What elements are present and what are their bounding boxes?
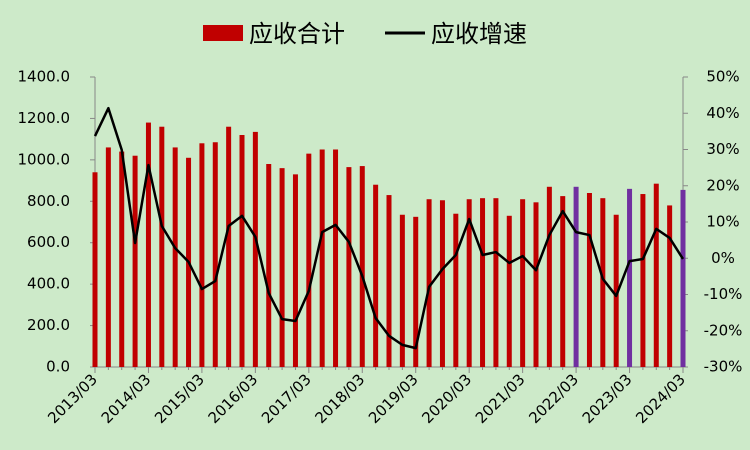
bar xyxy=(373,184,379,367)
bar xyxy=(413,216,419,367)
x-tick-label: 2017/03 xyxy=(258,370,315,427)
y-tick-label: 600.0 xyxy=(27,233,70,251)
bar xyxy=(480,198,486,367)
bar xyxy=(386,195,392,367)
x-tick-label: 2014/03 xyxy=(98,370,155,427)
y-tick-label: 0.0 xyxy=(46,358,70,376)
bar xyxy=(105,147,111,367)
bar xyxy=(172,147,178,367)
bar xyxy=(533,202,539,367)
y-tick-label: 800.0 xyxy=(27,192,70,210)
x-tick-label: 2024/03 xyxy=(632,370,689,427)
y-tick-label: 1200.0 xyxy=(18,109,71,127)
bar xyxy=(680,189,686,367)
bar xyxy=(640,194,646,367)
y2-tick-label: 0% xyxy=(711,249,735,267)
line xyxy=(93,106,685,350)
bar xyxy=(586,193,592,367)
y-tick-label: 1400.0 xyxy=(18,68,71,86)
bar xyxy=(159,126,165,367)
bar xyxy=(279,168,285,367)
y2-tick-label: -30% xyxy=(704,358,743,376)
bar xyxy=(92,172,98,367)
y2-tick-label: 20% xyxy=(706,176,739,194)
x-tick-label: 2013/03 xyxy=(44,370,101,427)
x-tick-label: 2022/03 xyxy=(525,370,582,427)
x-tick-label: 2023/03 xyxy=(579,370,636,427)
bar xyxy=(453,213,459,367)
bar xyxy=(319,149,325,367)
bar xyxy=(252,131,258,367)
y2-tick-label: -20% xyxy=(704,321,743,339)
y2-tick-label: 50% xyxy=(706,68,739,86)
x-tick-label: 2018/03 xyxy=(311,370,368,427)
bar xyxy=(613,214,619,367)
bar xyxy=(306,153,312,367)
legend-label: 应收增速 xyxy=(431,20,527,48)
bar xyxy=(266,164,272,367)
bar xyxy=(426,199,432,367)
y-tick-label: 400.0 xyxy=(27,275,70,293)
y-tick-label: 1000.0 xyxy=(18,150,71,168)
bar xyxy=(199,143,205,367)
bar xyxy=(145,122,151,367)
bar xyxy=(573,186,579,367)
x-tick-label: 2016/03 xyxy=(205,370,262,427)
bar xyxy=(346,167,352,367)
y-tick-label: 200.0 xyxy=(27,316,70,334)
bar xyxy=(333,149,339,367)
y2-tick-label: 40% xyxy=(706,104,739,122)
bar xyxy=(667,205,673,367)
bar xyxy=(439,200,445,367)
bar xyxy=(399,214,405,367)
x-tick-label: 2019/03 xyxy=(365,370,422,427)
bar xyxy=(546,186,552,367)
x-tick-label: 2015/03 xyxy=(151,370,208,427)
bar xyxy=(212,142,218,367)
bar xyxy=(600,198,606,367)
legend-swatch xyxy=(203,25,243,41)
bar xyxy=(493,198,499,367)
bar xyxy=(132,155,138,367)
bar xyxy=(239,135,245,367)
bar xyxy=(292,174,298,367)
bar xyxy=(119,151,125,367)
bar xyxy=(359,166,365,367)
bar xyxy=(653,183,659,367)
y2-tick-label: 30% xyxy=(706,140,739,158)
x-tick-label: 2021/03 xyxy=(472,370,529,427)
x-tick-label: 2020/03 xyxy=(418,370,475,427)
bar xyxy=(560,196,566,367)
legend-label: 应收合计 xyxy=(249,20,345,48)
bar xyxy=(627,188,633,367)
bar xyxy=(226,126,232,367)
y2-tick-label: -10% xyxy=(704,285,743,303)
bar xyxy=(466,199,472,367)
y2-tick-label: 10% xyxy=(706,213,739,231)
bar xyxy=(520,199,526,367)
bar xyxy=(506,215,512,367)
